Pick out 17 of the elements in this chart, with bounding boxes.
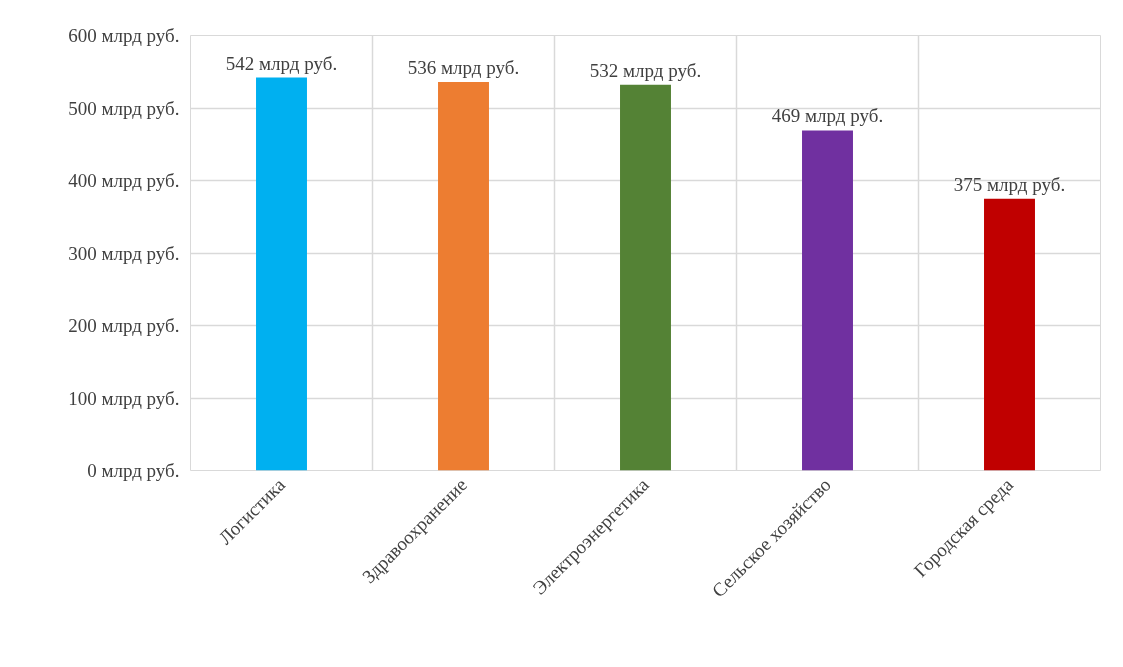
data-label: 469 млрд руб. <box>771 105 884 127</box>
bar <box>438 81 489 471</box>
data-label: 536 млрд руб. <box>407 56 520 78</box>
y-tick-label: 200 млрд руб. <box>68 315 180 336</box>
y-tick-label: 500 млрд руб. <box>68 97 180 119</box>
y-tick-label: 600 млрд руб. <box>68 25 180 46</box>
y-tick-label: 300 млрд руб. <box>68 242 180 264</box>
data-label: 532 млрд руб. <box>589 59 702 81</box>
bar <box>620 84 671 471</box>
y-tick-label: 100 млрд руб. <box>68 387 180 409</box>
y-tick-label: 0 млрд руб. <box>87 460 180 481</box>
bar <box>802 130 853 471</box>
bar <box>984 198 1035 471</box>
data-label: 542 млрд руб. <box>225 52 338 74</box>
data-label: 375 млрд руб. <box>953 173 1066 195</box>
y-tick-label: 400 млрд руб. <box>68 170 180 191</box>
bar <box>256 77 307 471</box>
